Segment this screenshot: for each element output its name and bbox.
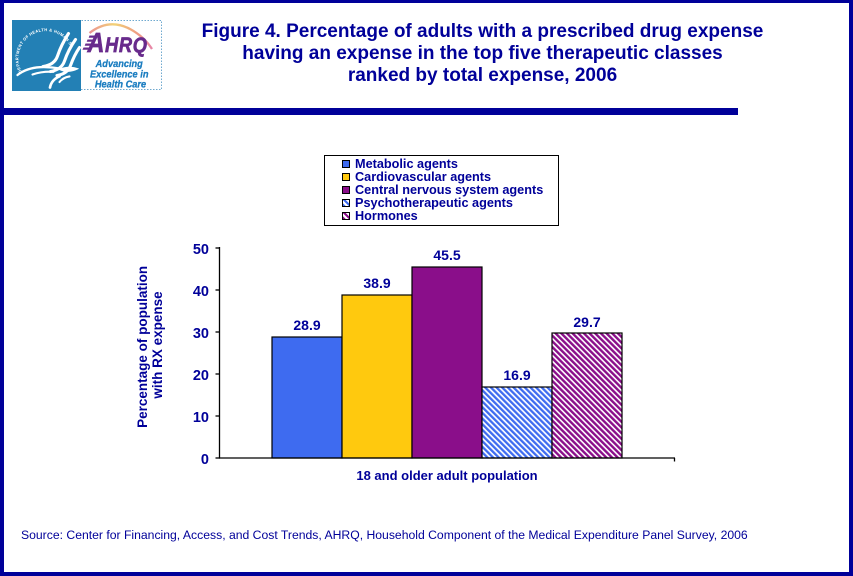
svg-text:10: 10 (193, 410, 209, 426)
svg-text:45.5: 45.5 (433, 247, 460, 263)
svg-text:18 and older adult population: 18 and older adult population (356, 468, 537, 483)
svg-text:29.7: 29.7 (573, 314, 600, 330)
svg-text:40: 40 (193, 284, 209, 300)
svg-text:0: 0 (201, 452, 209, 468)
svg-text:50: 50 (193, 242, 209, 258)
svg-text:Percentage of population w: Percentage of population with RX expense (135, 262, 165, 428)
svg-text:20: 20 (193, 368, 209, 384)
svg-text:30: 30 (193, 326, 209, 342)
svg-text:Advancing Excellence in: Advancing Excellence in Health Care (90, 59, 151, 91)
svg-text:AHRQ: AHRQ (87, 28, 148, 58)
svg-text:38.9: 38.9 (363, 275, 390, 291)
svg-text:28.9: 28.9 (293, 317, 320, 333)
svg-text:16.9: 16.9 (503, 367, 530, 383)
